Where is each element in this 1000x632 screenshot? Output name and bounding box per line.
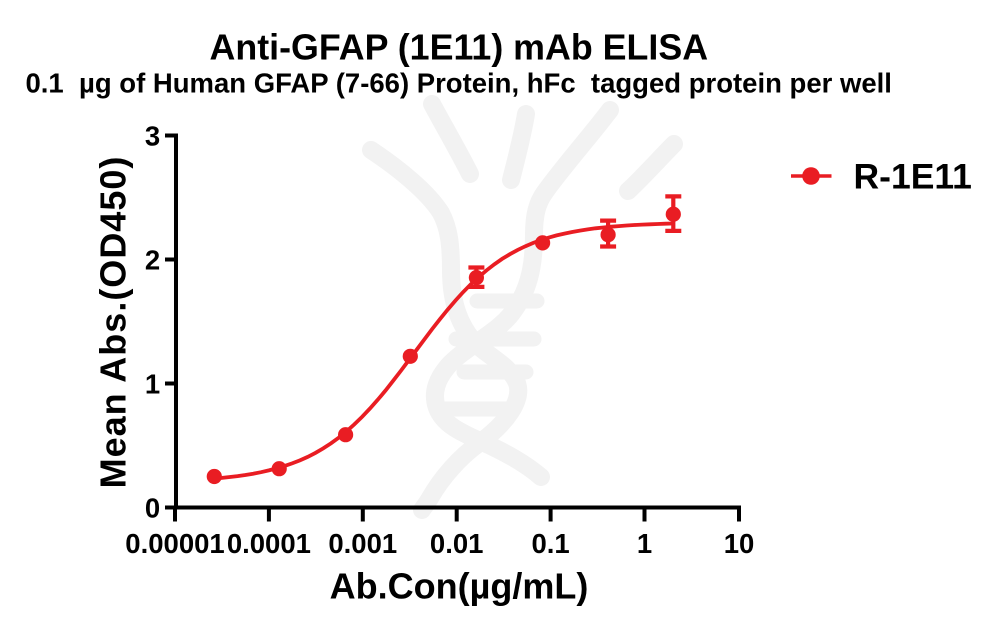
svg-text:Ab.Con(µg/mL): Ab.Con(µg/mL) (330, 566, 589, 607)
svg-text:Mean Abs.(OD450): Mean Abs.(OD450) (93, 156, 134, 489)
svg-text:0.1: 0.1 (531, 528, 569, 559)
svg-text:1: 1 (637, 528, 652, 559)
svg-text:R-1E11: R-1E11 (854, 157, 972, 197)
svg-text:10: 10 (724, 528, 755, 559)
svg-text:3: 3 (145, 121, 160, 152)
svg-text:0.00001: 0.00001 (125, 528, 224, 559)
svg-text:0.01: 0.01 (430, 528, 484, 559)
svg-text:Anti-GFAP (1E11) mAb ELISA: Anti-GFAP (1E11) mAb ELISA (210, 27, 709, 67)
svg-text:2: 2 (145, 245, 160, 276)
svg-text:0.0001: 0.0001 (227, 528, 311, 559)
svg-text:1: 1 (145, 369, 160, 400)
svg-text:0: 0 (145, 493, 160, 524)
svg-text:0.001: 0.001 (328, 528, 397, 559)
svg-text:0.1 µg of Human GFAP (7-66) P: 0.1 µg of Human GFAP (7-66) Protein, hFc… (26, 67, 892, 98)
